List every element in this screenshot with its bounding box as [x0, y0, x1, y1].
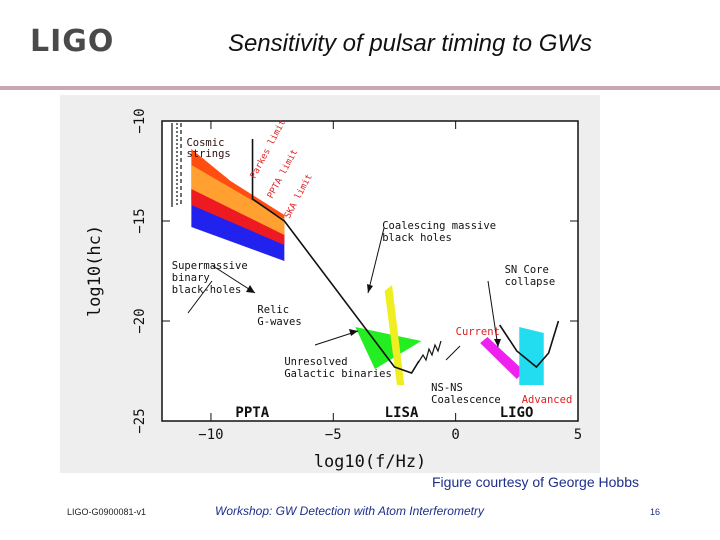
- annotation-binary: binary: [172, 272, 210, 284]
- annotation-coalescing-massive: Coalescing massive: [382, 220, 496, 232]
- region-ns-ns-coalescence: [480, 337, 525, 379]
- annotation-current: Current: [456, 326, 500, 338]
- y-tick-label: −10: [132, 108, 148, 133]
- ligo-logo: LIGO: [30, 24, 115, 59]
- region-supermassive-red-edge: [191, 189, 285, 245]
- page-number: 16: [650, 507, 661, 517]
- annotation-black-holes: black holes: [382, 232, 452, 244]
- relic-arrow-line: [187, 280, 213, 314]
- annotation-lisa: LISA: [385, 405, 419, 421]
- x-tick-label: 0: [451, 427, 459, 443]
- annotation-advanced: Advanced: [522, 394, 573, 406]
- slide-title: Sensitivity of pulsar timing to GWs: [227, 30, 593, 57]
- annotation-ns-ns: NS-NS: [431, 382, 463, 394]
- x-tick-label: −5: [325, 427, 342, 443]
- annotation-supermassive: Supermassive: [172, 260, 248, 272]
- document-id: LIGO-G0900081-v1: [67, 507, 147, 517]
- sn-arrow-line: [487, 280, 499, 348]
- annotation-ligo: LIGO: [500, 405, 534, 421]
- series-current: [499, 320, 560, 369]
- sensitivity-chart: Cosmic strings Supermassive binary black-hol…: [60, 95, 600, 473]
- annotation-collapse: collapse: [505, 276, 556, 288]
- annotation-black-holes: black-holes: [172, 284, 242, 296]
- annotation-strings: strings: [186, 148, 230, 160]
- sn-arrowhead: [494, 339, 501, 347]
- region-cosmic-strings-overlap: [191, 165, 285, 237]
- series-pulsar-timing-limits: [251, 139, 420, 374]
- ns-arrow-line: [445, 345, 461, 361]
- header-divider: [0, 86, 720, 90]
- y-tick-label: −25: [132, 408, 148, 433]
- annotation-relic: Relic: [257, 304, 289, 316]
- annotation-coalescence: Coalescence: [431, 394, 501, 406]
- x-axis-label: log10(f/Hz): [314, 452, 427, 472]
- y-tick-label: −15: [132, 208, 148, 233]
- annotation-sn-core: SN Core: [505, 264, 549, 276]
- x-tick-label: 5: [574, 427, 582, 443]
- workshop-name: Workshop: GW Detection with Atom Interfe…: [215, 504, 484, 518]
- annotation-g-waves: G-waves: [257, 316, 301, 328]
- lisa-noise-wiggle: [417, 340, 442, 364]
- annotation-galactic-binaries: Galactic binaries: [284, 368, 391, 380]
- unres-arrowhead: [349, 329, 358, 336]
- y-tick-label: −20: [132, 308, 148, 333]
- region-sn-core-collapse: [519, 327, 544, 385]
- x-tick-label: −10: [198, 427, 223, 443]
- region-coalescing-massive-black-holes: [384, 285, 405, 385]
- annotation-cosmic: Cosmic: [186, 137, 224, 149]
- coal-arrow-line: [367, 227, 385, 294]
- coal-arrowhead: [367, 284, 373, 293]
- annotation-ppta: PPTA: [235, 405, 269, 421]
- figure-courtesy: Figure courtesy of George Hobbs: [432, 474, 639, 490]
- y-axis-label: log10(hc): [85, 225, 105, 317]
- annotation-unresolved: Unresolved: [284, 356, 347, 368]
- sm-arrowhead: [246, 285, 255, 293]
